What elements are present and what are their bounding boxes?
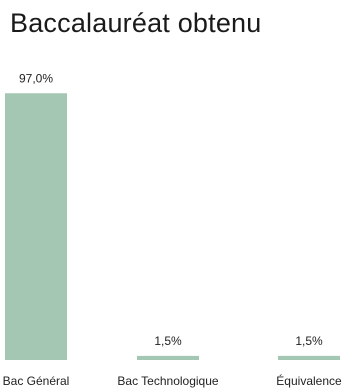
category-label-1: Bac Général <box>3 374 70 388</box>
category-labels-group: Bac Général Bac Technologique Équivalence <box>3 373 342 388</box>
bars-group <box>5 93 340 360</box>
bar-3 <box>278 355 340 360</box>
value-label-3: 1,5% <box>295 334 323 348</box>
value-label-1: 97,0% <box>19 71 53 85</box>
bar-2 <box>137 355 199 360</box>
bar-1 <box>5 93 67 360</box>
value-labels-group: 97,0% 1,5% 1,5% <box>19 71 323 348</box>
value-label-2: 1,5% <box>154 334 182 348</box>
category-label-2: Bac Technologique <box>117 374 219 388</box>
chart-title: Baccalauréat obtenu <box>10 8 262 38</box>
category-label-3: Équivalence <box>276 373 342 388</box>
